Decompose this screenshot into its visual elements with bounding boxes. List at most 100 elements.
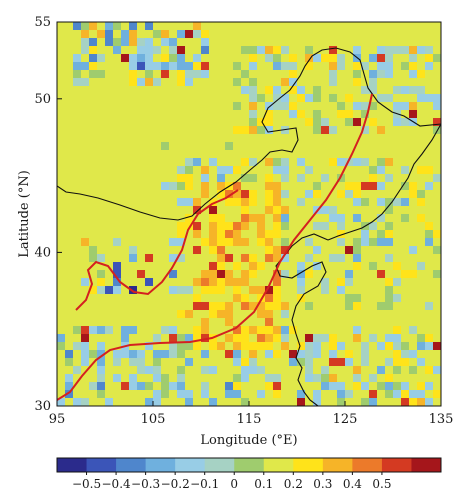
- grid-cell: [385, 222, 393, 230]
- grid-cell: [409, 86, 417, 94]
- grid-cell: [297, 94, 305, 102]
- grid-cell: [169, 38, 177, 46]
- grid-cell: [409, 398, 417, 406]
- colorbar-segment: [234, 458, 265, 472]
- grid-cell: [201, 246, 209, 254]
- grid-cell: [265, 206, 273, 214]
- grid-cell: [313, 110, 321, 118]
- grid-cell: [385, 294, 393, 302]
- grid-cell: [361, 398, 369, 406]
- grid-cell: [369, 390, 377, 398]
- grid-cell: [385, 238, 393, 246]
- grid-cell: [185, 158, 193, 166]
- grid-cell: [329, 334, 337, 342]
- grid-cell: [177, 374, 185, 382]
- grid-cell: [265, 238, 273, 246]
- grid-cell: [121, 382, 129, 390]
- grid-cell: [65, 382, 73, 390]
- grid-cell: [401, 398, 409, 406]
- grid-cell: [177, 78, 185, 86]
- grid-cell: [297, 342, 305, 350]
- grid-cell: [361, 238, 369, 246]
- grid-cell: [97, 254, 105, 262]
- grid-cell: [425, 342, 433, 350]
- grid-cell: [233, 278, 241, 286]
- grid-cell: [369, 102, 377, 110]
- grid-cell: [321, 382, 329, 390]
- grid-cell: [305, 270, 313, 278]
- grid-cell: [417, 214, 425, 222]
- grid-cell: [169, 382, 177, 390]
- grid-cell: [297, 262, 305, 270]
- grid-cell: [241, 206, 249, 214]
- colorbar-tick-label: −0.5: [72, 477, 101, 491]
- grid-cell: [369, 118, 377, 126]
- grid-cell: [273, 166, 281, 174]
- grid-cell: [217, 182, 225, 190]
- grid-cell: [289, 326, 297, 334]
- grid-cell: [65, 350, 73, 358]
- grid-cell: [113, 38, 121, 46]
- grid-cell: [393, 46, 401, 54]
- grid-cell: [385, 54, 393, 62]
- grid-cell: [129, 30, 137, 38]
- grid-cell: [121, 350, 129, 358]
- grid-cell: [321, 286, 329, 294]
- grid-cell: [425, 334, 433, 342]
- grid-cell: [289, 78, 297, 86]
- grid-cell: [393, 334, 401, 342]
- grid-cell: [185, 174, 193, 182]
- grid-cell: [353, 366, 361, 374]
- grid-cell: [281, 62, 289, 70]
- grid-cell: [273, 270, 281, 278]
- grid-cell: [177, 318, 185, 326]
- grid-cell: [369, 374, 377, 382]
- grid-cell: [97, 54, 105, 62]
- grid-cell: [89, 390, 97, 398]
- grid-cell: [273, 222, 281, 230]
- grid-cell: [201, 62, 209, 70]
- grid-cell: [233, 78, 241, 86]
- grid-cell: [313, 118, 321, 126]
- grid-cell: [249, 318, 257, 326]
- grid-cell: [433, 174, 441, 182]
- grid-cell: [281, 310, 289, 318]
- grid-cell: [385, 70, 393, 78]
- grid-cell: [393, 278, 401, 286]
- grid-cell: [81, 342, 89, 350]
- grid-cell: [265, 86, 273, 94]
- grid-cell: [385, 390, 393, 398]
- grid-cell: [289, 110, 297, 118]
- grid-cell: [417, 198, 425, 206]
- x-tick-label: 95: [49, 412, 66, 427]
- grid-cell: [337, 286, 345, 294]
- grid-cell: [305, 222, 313, 230]
- grid-cell: [321, 350, 329, 358]
- grid-cell: [249, 214, 257, 222]
- grid-cell: [401, 182, 409, 190]
- grid-cell: [161, 390, 169, 398]
- grid-cell: [401, 78, 409, 86]
- grid-cell: [137, 382, 145, 390]
- grid-cell: [73, 22, 81, 30]
- grid-cell: [385, 382, 393, 390]
- grid-cell: [393, 166, 401, 174]
- grid-cell: [129, 62, 137, 70]
- grid-cell: [97, 270, 105, 278]
- grid-cell: [345, 294, 353, 302]
- grid-cell: [305, 54, 313, 62]
- grid-cell: [89, 46, 97, 54]
- grid-cell: [257, 326, 265, 334]
- grid-cell: [217, 286, 225, 294]
- grid-cell: [233, 238, 241, 246]
- grid-cell: [129, 350, 137, 358]
- grid-cell: [305, 334, 313, 342]
- grid-cell: [121, 326, 129, 334]
- grid-cell: [249, 358, 257, 366]
- grid-cell: [313, 398, 321, 406]
- grid-cell: [401, 198, 409, 206]
- national-border: [57, 47, 441, 221]
- grid-cell: [257, 222, 265, 230]
- grid-cell: [177, 62, 185, 70]
- grid-cell: [249, 174, 257, 182]
